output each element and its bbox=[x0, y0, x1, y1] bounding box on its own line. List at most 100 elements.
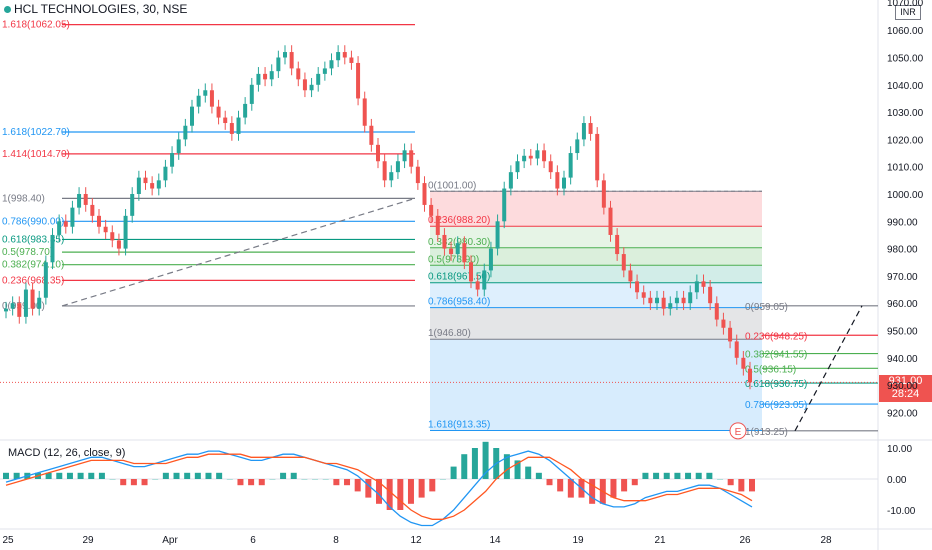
candle-body bbox=[409, 150, 414, 167]
candle-body bbox=[535, 150, 540, 159]
price-tick-label: 1050.00 bbox=[887, 54, 924, 65]
fib-level-label: 0(959.00) bbox=[2, 301, 45, 312]
candle-body bbox=[748, 368, 752, 383]
candle-body bbox=[488, 248, 493, 271]
time-tick-label: 25 bbox=[2, 535, 14, 546]
fib-level-label: 1.618(1022.70) bbox=[2, 127, 70, 138]
fib-zone-fill bbox=[430, 339, 762, 431]
fib-level-label: 0.786(923.05) bbox=[745, 400, 807, 411]
macd-histogram-bar bbox=[727, 479, 734, 486]
signal-line bbox=[5, 453, 753, 520]
price-tick-label: 950.00 bbox=[887, 327, 918, 338]
candle-body bbox=[183, 125, 188, 140]
macd-histogram-bar bbox=[290, 472, 297, 479]
price-tick-label: 960.00 bbox=[887, 299, 918, 310]
candle-body bbox=[356, 62, 361, 99]
candle-body bbox=[116, 240, 121, 249]
candle-body bbox=[522, 155, 527, 162]
macd-histogram-bar bbox=[685, 472, 692, 479]
price-tick-label: 1000.00 bbox=[887, 190, 924, 201]
macd-histogram-bar bbox=[589, 479, 596, 504]
currency-badge[interactable]: INR bbox=[895, 5, 921, 20]
price-tick-label: 990.00 bbox=[887, 217, 918, 228]
candle-body bbox=[469, 262, 473, 282]
fib-trend-line bbox=[61, 197, 416, 307]
price-tick-label: 970.00 bbox=[887, 272, 918, 283]
candle-body bbox=[203, 90, 208, 96]
candle-body bbox=[243, 103, 248, 118]
macd-histogram-bar bbox=[706, 472, 713, 479]
candle-body bbox=[581, 123, 586, 140]
candle-body bbox=[229, 123, 234, 134]
macd-histogram-bar bbox=[322, 479, 329, 480]
candle-body bbox=[668, 303, 673, 309]
time-tick-label: 26 bbox=[739, 535, 751, 546]
macd-histogram-bar bbox=[173, 472, 180, 479]
time-tick-label: 21 bbox=[654, 535, 666, 546]
macd-indicator-title[interactable]: MACD (12, 26, close, 9) bbox=[8, 447, 126, 459]
price-tick-label: 930.00 bbox=[887, 381, 918, 392]
candle-body bbox=[130, 194, 135, 216]
candle-body bbox=[156, 180, 161, 189]
candle-body bbox=[575, 139, 580, 154]
fib-level-label: 0.382(980.30) bbox=[428, 237, 490, 248]
candle-body bbox=[502, 188, 507, 222]
candle-body bbox=[37, 297, 42, 309]
macd-histogram-bar bbox=[333, 479, 340, 486]
fib-level-label: 0.786(958.40) bbox=[428, 297, 490, 308]
macd-histogram-bar bbox=[120, 479, 127, 486]
candle-body bbox=[283, 52, 287, 58]
candle-body bbox=[628, 270, 633, 282]
macd-histogram-bar bbox=[418, 479, 425, 498]
macd-histogram-bar bbox=[88, 472, 95, 479]
fib-level-label: 0(1001.00) bbox=[428, 180, 476, 191]
fib-level-label: 0.618(983.35) bbox=[2, 234, 64, 245]
candle-body bbox=[309, 84, 314, 91]
candle-body bbox=[63, 221, 68, 227]
candle-body bbox=[728, 327, 733, 342]
candle-body bbox=[741, 357, 746, 369]
candle-body bbox=[548, 161, 553, 173]
macd-histogram-bar bbox=[184, 472, 191, 479]
candle-body bbox=[70, 207, 75, 227]
macd-histogram-bar bbox=[450, 466, 457, 479]
candle-body bbox=[688, 292, 693, 304]
candle-body bbox=[97, 215, 101, 227]
fib-zone-fill bbox=[430, 226, 762, 248]
candle-body bbox=[462, 243, 467, 263]
macd-histogram-bar bbox=[162, 472, 169, 479]
candle-body bbox=[329, 60, 334, 69]
candle-body bbox=[608, 207, 613, 235]
macd-histogram-bar bbox=[557, 479, 564, 492]
fib-level-label: 0.618(967.50) bbox=[428, 272, 490, 283]
candle-body bbox=[508, 172, 513, 189]
candle-body bbox=[415, 166, 420, 184]
fib-zone-fill bbox=[430, 307, 762, 340]
fib-zone-fill bbox=[430, 247, 762, 266]
candle-body bbox=[289, 52, 294, 69]
candle-body bbox=[196, 95, 201, 107]
fib-level-label: 0.236(968.35) bbox=[2, 275, 64, 286]
candle-body bbox=[150, 183, 155, 189]
candle-body bbox=[495, 221, 500, 249]
macd-histogram-bar bbox=[407, 479, 414, 504]
candle-body bbox=[223, 117, 228, 124]
candle-body bbox=[216, 106, 221, 118]
candle-body bbox=[528, 155, 533, 159]
candle-body bbox=[395, 161, 400, 173]
candle-body bbox=[336, 52, 341, 61]
candle-body bbox=[110, 232, 115, 241]
symbol-title: HCL TECHNOLOGIES, 30, NSE bbox=[14, 2, 188, 16]
macd-histogram-bar bbox=[205, 472, 212, 479]
candle-body bbox=[349, 57, 354, 63]
macd-histogram-bar bbox=[642, 472, 649, 479]
candle-body bbox=[542, 150, 547, 162]
candle-body bbox=[635, 281, 640, 293]
macd-histogram-bar bbox=[13, 472, 20, 479]
macd-histogram-bar bbox=[237, 479, 244, 486]
time-tick-label: 6 bbox=[250, 535, 256, 546]
time-tick-label: 14 bbox=[489, 535, 501, 546]
macd-histogram-bar bbox=[610, 479, 617, 498]
last-price-tag: 931.00 28:24 bbox=[879, 375, 932, 402]
